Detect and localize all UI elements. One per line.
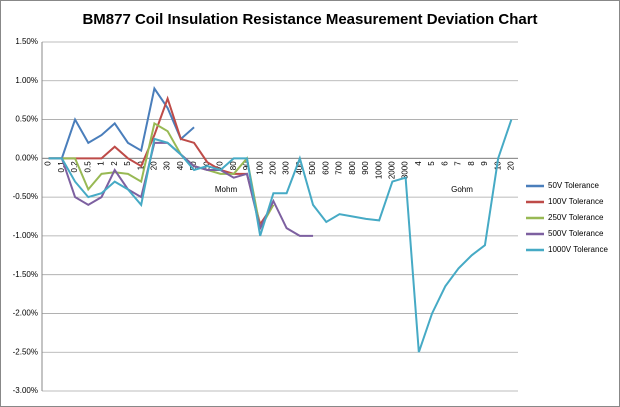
x-tick-label: 900 bbox=[361, 161, 370, 175]
series-line bbox=[48, 95, 275, 227]
x-tick-label: 200 bbox=[268, 161, 277, 175]
x-tick-label: 9 bbox=[480, 161, 489, 166]
y-tick-label: -0.50% bbox=[13, 192, 38, 201]
x-tick-label: 300 bbox=[282, 161, 291, 175]
x-tick-label: 100 bbox=[255, 161, 264, 175]
annotation: Gohm bbox=[451, 185, 473, 194]
chart-title: BM877 Coil Insulation Resistance Measure… bbox=[82, 11, 537, 28]
x-tick-label: 800 bbox=[348, 161, 357, 175]
legend-label: 100V Tolerance bbox=[548, 197, 604, 206]
x-tick-label: 500 bbox=[308, 161, 317, 175]
x-tick-label: 3000 bbox=[401, 161, 410, 179]
x-tick-label: 6 bbox=[440, 161, 449, 166]
series-line bbox=[48, 121, 275, 231]
x-tick-label: 20 bbox=[149, 161, 158, 170]
y-tick-label: -2.00% bbox=[13, 309, 38, 318]
x-tick-label: 700 bbox=[335, 161, 344, 175]
x-tick-label: 5 bbox=[123, 161, 132, 166]
y-tick-label: -3.00% bbox=[13, 386, 38, 395]
legend-label: 250V Tolerance bbox=[548, 213, 604, 222]
legend-label: 500V Tolerance bbox=[548, 229, 604, 238]
x-tick-label: 8 bbox=[467, 161, 476, 166]
x-tick-label: 20 bbox=[506, 161, 515, 170]
x-tick-label: 0 bbox=[44, 161, 53, 166]
annotation: Mohm bbox=[215, 185, 238, 194]
x-tick-label: 90 bbox=[242, 161, 251, 170]
x-tick-label: 2 bbox=[110, 161, 119, 166]
y-tick-label: 1.00% bbox=[15, 76, 38, 85]
x-tick-label: 600 bbox=[321, 161, 330, 175]
x-tick-label: 40 bbox=[176, 161, 185, 170]
series-line bbox=[48, 119, 513, 353]
x-tick-label: 30 bbox=[163, 161, 172, 170]
x-tick-label: 1 bbox=[97, 161, 106, 166]
y-tick-label: -1.50% bbox=[13, 270, 38, 279]
x-tick-label: 0.2 bbox=[70, 161, 79, 173]
x-tick-label: 7 bbox=[454, 161, 463, 166]
x-tick-label: 2000 bbox=[387, 161, 396, 179]
x-tick-label: 70 bbox=[216, 161, 225, 170]
legend-label: 50V Tolerance bbox=[548, 181, 600, 190]
series-line bbox=[48, 86, 195, 160]
legend-label: 1000V Tolerance bbox=[548, 245, 608, 254]
y-tick-label: -2.50% bbox=[13, 347, 38, 356]
y-tick-label: -1.00% bbox=[13, 231, 38, 240]
y-tick-label: 0.50% bbox=[15, 115, 38, 124]
x-tick-label: 400 bbox=[295, 161, 304, 175]
y-tick-label: 1.50% bbox=[15, 37, 38, 46]
x-tick-label: 1000 bbox=[374, 161, 383, 179]
x-tick-label: 0.1 bbox=[57, 161, 66, 173]
y-tick-label: 0.00% bbox=[15, 153, 38, 162]
x-tick-label: 4 bbox=[414, 161, 423, 166]
x-tick-label: 5 bbox=[427, 161, 436, 166]
x-tick-label: 80 bbox=[229, 161, 238, 170]
x-tick-label: 0.5 bbox=[83, 161, 92, 173]
